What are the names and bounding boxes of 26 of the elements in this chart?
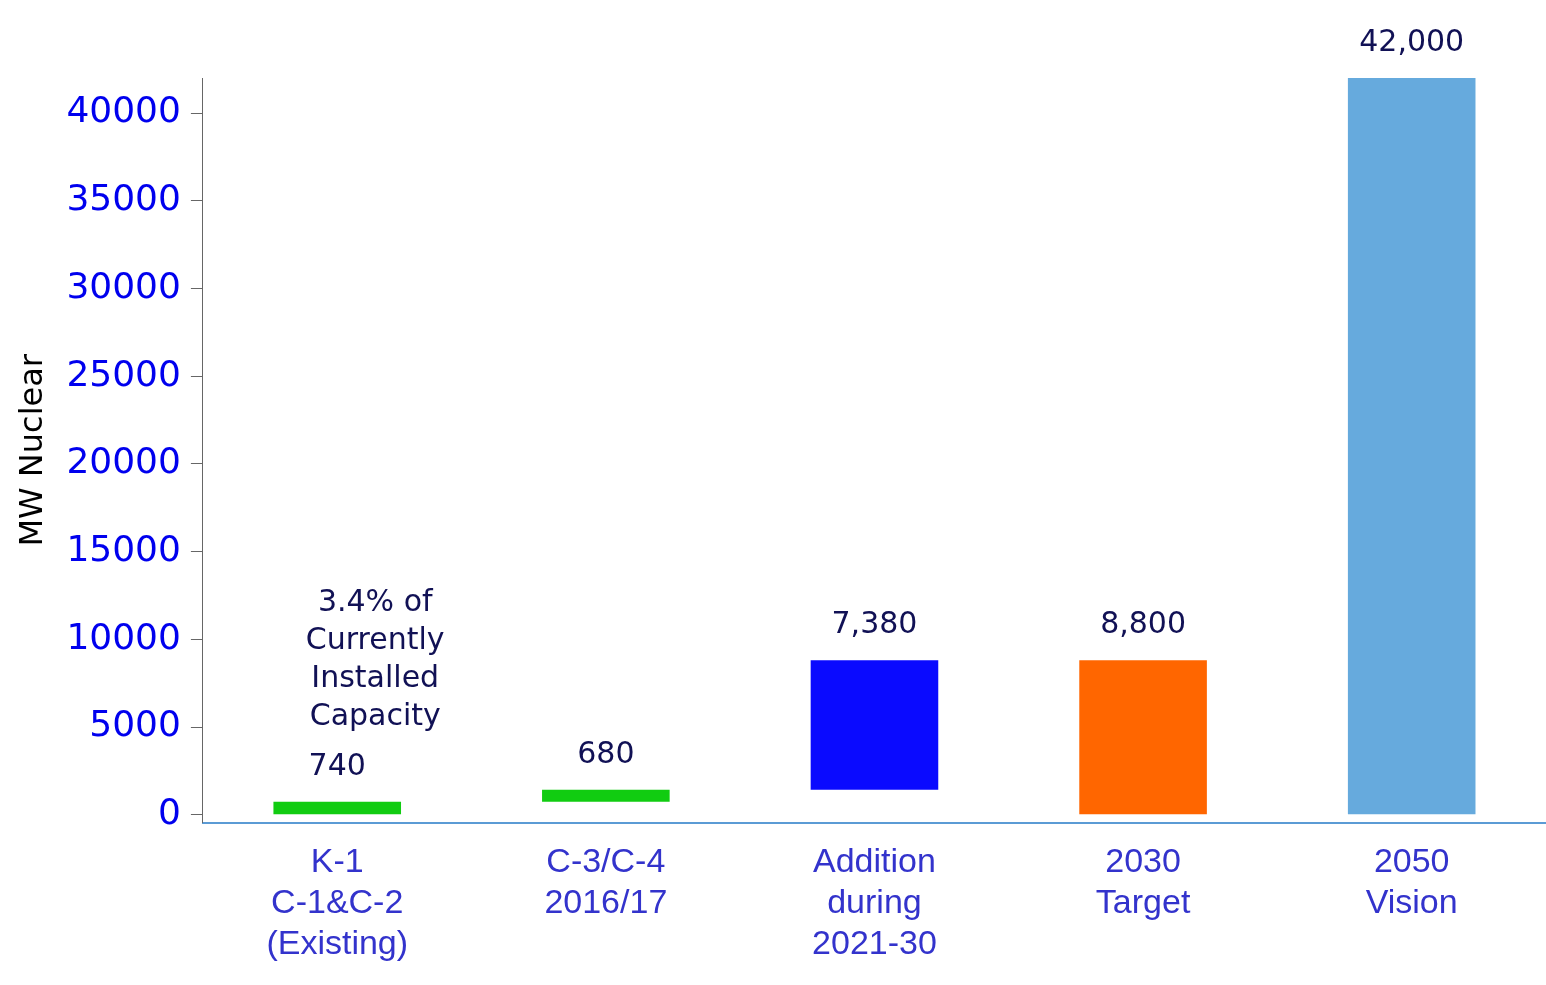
y-tick-label: 30000 — [66, 264, 181, 306]
data-label: 740 — [308, 746, 366, 782]
data-label: 8,800 — [1100, 605, 1187, 641]
data-label: 680 — [577, 734, 635, 770]
x-tick-label: Addition during 2021-30 — [812, 841, 937, 961]
x-tick-label: C-3/C-4 2016/17 — [544, 841, 668, 921]
bar — [273, 801, 402, 815]
y-tick-label: 0 — [158, 791, 181, 833]
bar — [1079, 660, 1207, 815]
data-label: 42,000 — [1359, 22, 1465, 58]
y-tick-label: 25000 — [66, 352, 181, 394]
y-tick-label: 40000 — [66, 89, 181, 131]
y-tick-label: 35000 — [66, 177, 181, 219]
y-tick-label: 5000 — [89, 703, 181, 745]
bar — [810, 660, 939, 790]
data-label: 7,380 — [831, 605, 918, 641]
y-tick-label: 15000 — [66, 527, 181, 569]
bar — [542, 789, 670, 802]
y-axis-title: MW Nuclear — [11, 353, 50, 547]
y-tick-label: 20000 — [66, 440, 181, 482]
x-tick-label: 2050 Vision — [1365, 841, 1458, 921]
bar — [1347, 78, 1476, 815]
y-tick-label: 10000 — [66, 615, 181, 657]
x-tick-label: K-1 C-1&C-2 (Existing) — [266, 841, 409, 961]
x-tick-label: 2030 Target — [1095, 841, 1191, 921]
annotation: 3.4% of Currently Installed Capacity — [305, 582, 445, 732]
